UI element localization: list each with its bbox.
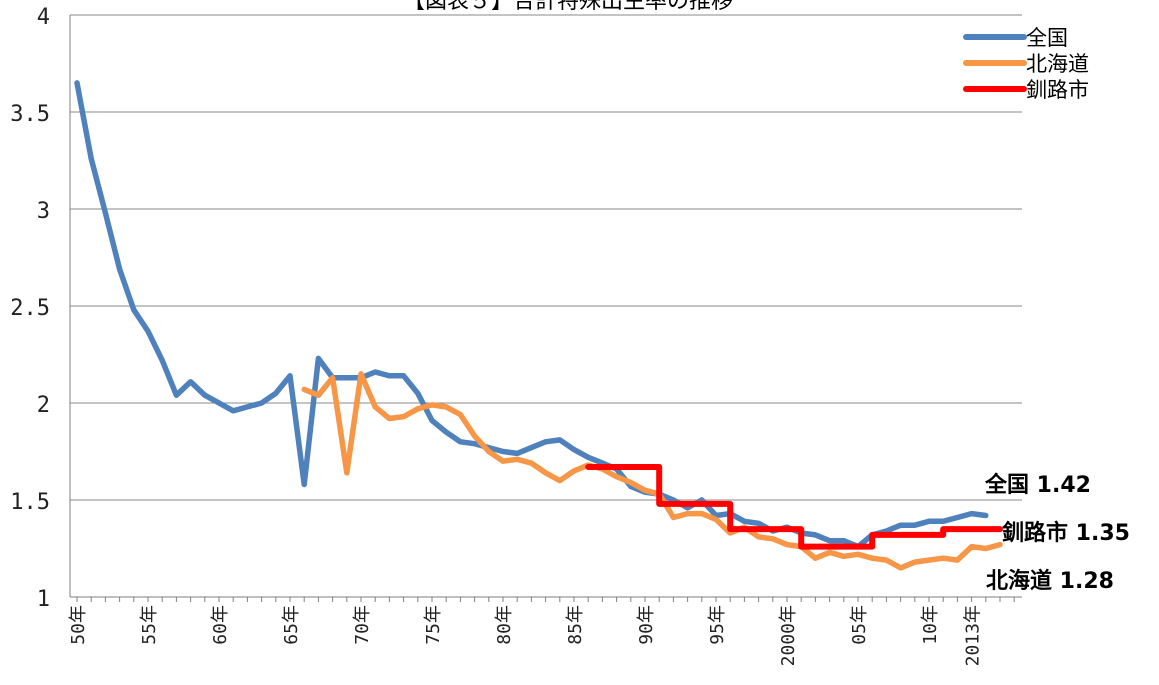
end-value-annotations: 全国 1.42 釧路市 1.35 北海道 1.28 [984,472,1130,594]
series-line-0 [74,80,989,550]
x-tick-label: 10年 [920,605,941,645]
x-tick-label: 85年 [565,605,586,645]
y-tick-label: 1 [37,587,50,612]
y-tick-label: 2 [37,393,50,418]
series-lines [74,80,1003,571]
x-tick-label: 50年 [68,605,89,645]
x-tick-label: 75年 [423,605,444,645]
x-tick-label: 2013年 [963,605,984,666]
y-tick-label: 3.5 [10,102,50,127]
y-tick-label: 4 [37,5,50,30]
x-tick-label: 70年 [352,605,373,645]
chart-title: 【図表５】合計特殊出生率の推移 [403,0,733,13]
gridlines [70,14,1022,598]
legend-label-0: 全国 [1026,27,1068,50]
legend-label-2: 釧路市 [1026,79,1089,102]
y-tick-label: 3 [37,199,50,224]
annotation-1: 釧路市 1.35 [1002,520,1130,546]
x-tick-label: 65年 [281,605,302,645]
x-tick-labels: 50年 55年 60年 65年 70年 75年 80年 85年 90年 95年 2000年 05年 10… [68,605,984,666]
x-tick-label: 2000年 [778,605,799,666]
axes [69,15,1022,602]
series-line-1 [301,371,1003,571]
x-tick-label: 05年 [849,605,870,645]
x-tick-label: 55年 [139,605,160,645]
y-tick-label: 1.5 [10,490,50,515]
series-line-2 [585,464,1003,550]
annotation-2: 北海道 1.28 [986,568,1114,594]
y-tick-labels: 1 1.5 2 2.5 3 3.5 4 [10,5,50,612]
annotation-0: 全国 1.42 [984,472,1091,498]
legend-label-1: 北海道 [1026,53,1089,76]
y-tick-label: 2.5 [10,296,50,321]
x-tick-label: 90年 [636,605,657,645]
x-tick-label: 60年 [210,605,231,645]
x-tick-label: 95年 [707,605,728,645]
x-tick-label: 80年 [494,605,515,645]
